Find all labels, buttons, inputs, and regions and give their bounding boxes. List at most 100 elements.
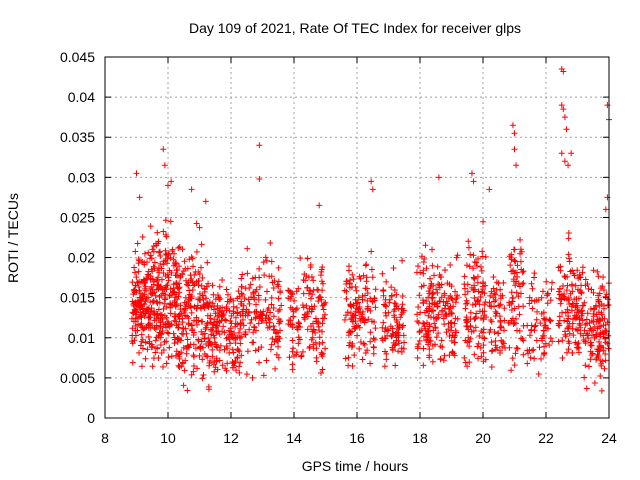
data-point (310, 345, 317, 352)
data-point (209, 353, 216, 360)
data-point (304, 326, 311, 333)
data-point (474, 343, 481, 350)
data-point (491, 328, 498, 335)
data-point (509, 315, 516, 322)
data-point (154, 240, 161, 247)
data-point (588, 342, 595, 349)
data-point (353, 300, 360, 307)
data-point (211, 368, 218, 375)
data-point (202, 198, 209, 205)
data-point (275, 308, 282, 315)
data-point (271, 338, 278, 345)
data-point (506, 344, 513, 351)
data-point (570, 332, 577, 339)
data-point (561, 114, 568, 121)
data-point (176, 350, 183, 357)
data-point (182, 303, 189, 310)
data-point (343, 312, 350, 319)
data-point (565, 315, 572, 322)
data-point (319, 328, 326, 335)
data-point (512, 350, 519, 357)
data-point (177, 273, 184, 280)
data-point (364, 306, 371, 313)
data-point (399, 305, 406, 312)
data-point (566, 258, 573, 265)
data-point (481, 335, 488, 342)
data-point (590, 267, 597, 274)
data-point (249, 275, 256, 282)
data-point (526, 332, 533, 339)
data-point (206, 359, 213, 366)
data-point (508, 289, 515, 296)
data-point (229, 346, 236, 353)
data-point (488, 348, 495, 355)
data-point (231, 362, 238, 369)
data-point (181, 258, 188, 265)
data-point (587, 339, 594, 346)
data-point (579, 264, 586, 271)
data-point (233, 367, 240, 374)
data-point (369, 186, 376, 193)
data-point (476, 301, 483, 308)
data-point (473, 259, 480, 266)
data-point (139, 324, 146, 331)
data-point (206, 299, 213, 306)
data-point (256, 142, 263, 149)
data-point (540, 327, 547, 334)
data-point (598, 387, 605, 394)
data-point (395, 348, 402, 355)
data-point (256, 284, 263, 291)
data-point (430, 308, 437, 315)
data-point (232, 358, 239, 365)
data-point (391, 286, 398, 293)
data-point (176, 355, 183, 362)
data-point (193, 314, 200, 321)
data-point (466, 359, 473, 366)
data-point (313, 358, 320, 365)
data-point (149, 298, 156, 305)
data-point (195, 278, 202, 285)
data-point (587, 356, 594, 363)
x-tick-label: 8 (101, 430, 109, 446)
data-point (276, 306, 283, 313)
data-point (242, 331, 249, 338)
data-point (395, 332, 402, 339)
data-point (381, 363, 388, 370)
data-point (296, 336, 303, 343)
data-point (429, 358, 436, 365)
data-point (447, 310, 454, 317)
data-point (275, 278, 282, 285)
data-point (287, 317, 294, 324)
x-tick-label: 18 (412, 430, 428, 446)
data-point (497, 286, 504, 293)
data-point (302, 277, 309, 284)
data-point (400, 345, 407, 352)
data-point (139, 345, 146, 352)
data-point (602, 335, 609, 342)
data-point (147, 308, 154, 315)
data-point (367, 307, 374, 314)
data-point (176, 243, 183, 250)
data-point (175, 362, 182, 369)
data-point (176, 284, 183, 291)
data-point (559, 355, 566, 362)
data-point (569, 325, 576, 332)
x-tick-label: 20 (475, 430, 491, 446)
data-point (593, 311, 600, 318)
data-point (207, 312, 214, 319)
data-point (244, 348, 251, 355)
data-point (201, 286, 208, 293)
data-point (531, 298, 538, 305)
data-point (563, 287, 570, 294)
data-point (451, 352, 458, 359)
data-point (426, 346, 433, 353)
data-point (508, 251, 515, 258)
data-point (547, 335, 554, 342)
data-point (526, 300, 533, 307)
data-point (514, 273, 521, 280)
data-point (141, 250, 148, 257)
data-point (471, 351, 478, 358)
data-point (563, 349, 570, 356)
data-point (149, 268, 156, 275)
data-point (156, 249, 163, 256)
